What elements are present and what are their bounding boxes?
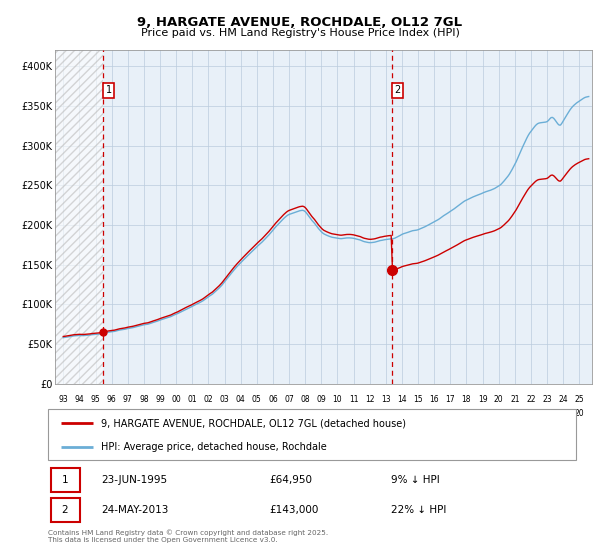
Text: 07: 07 [284,395,294,404]
Text: 20: 20 [461,409,471,418]
Text: 01: 01 [187,395,197,404]
Text: 24: 24 [559,395,568,404]
Text: 20: 20 [252,409,262,418]
Text: 20: 20 [542,409,552,418]
Text: 23-JUN-1995: 23-JUN-1995 [101,475,167,485]
Text: 19: 19 [139,409,149,418]
Text: 19: 19 [155,409,165,418]
Text: 9% ↓ HPI: 9% ↓ HPI [391,475,440,485]
Text: 19: 19 [478,395,487,404]
Text: 20: 20 [494,409,503,418]
Text: 19: 19 [123,409,133,418]
Text: 2: 2 [62,505,68,515]
Text: 20: 20 [332,409,342,418]
Text: 02: 02 [203,395,213,404]
Text: 10: 10 [332,395,342,404]
Text: 93: 93 [58,395,68,404]
Text: 06: 06 [268,395,278,404]
Text: £64,950: £64,950 [270,475,313,485]
Text: 20: 20 [478,409,487,418]
Text: 95: 95 [91,395,100,404]
Text: 96: 96 [107,395,116,404]
Text: 20: 20 [284,409,294,418]
Text: 20: 20 [316,409,326,418]
Text: 20: 20 [236,409,245,418]
FancyBboxPatch shape [50,498,80,522]
Text: 20: 20 [430,409,439,418]
Text: 20: 20 [365,409,374,418]
Text: 99: 99 [155,395,165,404]
Text: 15: 15 [413,395,423,404]
Text: 13: 13 [381,395,391,404]
Text: 97: 97 [123,395,133,404]
Text: 04: 04 [236,395,245,404]
Text: 03: 03 [220,395,229,404]
Text: 23: 23 [542,395,552,404]
Text: 94: 94 [74,395,84,404]
Text: 11: 11 [349,395,358,404]
Text: £143,000: £143,000 [270,505,319,515]
Text: 20: 20 [381,409,391,418]
Text: 22% ↓ HPI: 22% ↓ HPI [391,505,446,515]
Text: 14: 14 [397,395,407,404]
Text: 25: 25 [574,395,584,404]
Text: 20: 20 [413,409,423,418]
Text: Price paid vs. HM Land Registry's House Price Index (HPI): Price paid vs. HM Land Registry's House … [140,28,460,38]
Text: 20: 20 [172,409,181,418]
Text: 18: 18 [461,395,471,404]
Text: 08: 08 [301,395,310,404]
Text: 9, HARGATE AVENUE, ROCHDALE, OL12 7GL (detached house): 9, HARGATE AVENUE, ROCHDALE, OL12 7GL (d… [101,418,406,428]
Text: 20: 20 [268,409,278,418]
Text: 19: 19 [74,409,84,418]
Text: 20: 20 [494,395,503,404]
Text: 1: 1 [62,475,68,485]
Text: 12: 12 [365,395,374,404]
Text: 00: 00 [171,395,181,404]
Text: 9, HARGATE AVENUE, ROCHDALE, OL12 7GL: 9, HARGATE AVENUE, ROCHDALE, OL12 7GL [137,16,463,29]
Text: 20: 20 [187,409,197,418]
Text: 17: 17 [445,395,455,404]
FancyBboxPatch shape [50,468,80,492]
Text: 20: 20 [526,409,536,418]
Text: 09: 09 [316,395,326,404]
Text: 20: 20 [574,409,584,418]
Text: 19: 19 [91,409,100,418]
Text: 21: 21 [510,395,520,404]
Text: 20: 20 [220,409,229,418]
Text: 22: 22 [526,395,536,404]
Text: 20: 20 [559,409,568,418]
Bar [55,50,103,384]
Text: 20: 20 [349,409,358,418]
Text: 19: 19 [107,409,116,418]
Text: 20: 20 [510,409,520,418]
Text: 19: 19 [58,409,68,418]
Text: 24-MAY-2013: 24-MAY-2013 [101,505,168,515]
Text: HPI: Average price, detached house, Rochdale: HPI: Average price, detached house, Roch… [101,442,326,452]
Text: 98: 98 [139,395,149,404]
Text: 20: 20 [445,409,455,418]
Text: 20: 20 [301,409,310,418]
Text: 20: 20 [203,409,213,418]
Text: Contains HM Land Registry data © Crown copyright and database right 2025.
This d: Contains HM Land Registry data © Crown c… [48,529,328,543]
Text: 05: 05 [252,395,262,404]
Text: 2: 2 [394,85,401,95]
Text: 20: 20 [397,409,407,418]
Text: 16: 16 [430,395,439,404]
Text: 1: 1 [106,85,112,95]
